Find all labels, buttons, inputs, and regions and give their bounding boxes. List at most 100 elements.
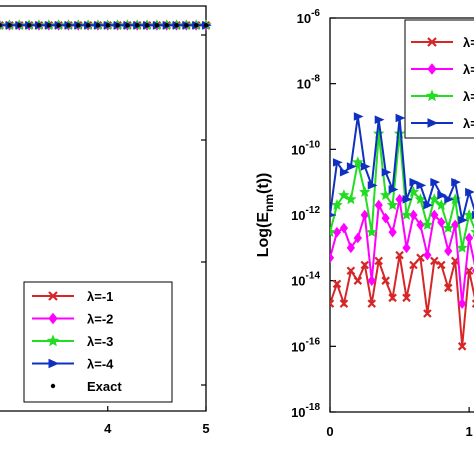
right-data-point — [332, 226, 342, 238]
right-data-point — [442, 222, 455, 233]
right-data-point — [374, 256, 383, 266]
right-data-point — [402, 195, 413, 204]
left-x-tick-label: 5 — [202, 421, 209, 436]
right-legend-marker — [427, 37, 437, 47]
left-legend-marker — [48, 358, 60, 369]
right-data-point — [437, 260, 446, 270]
right-data-point — [331, 199, 343, 211]
right-data-point — [381, 212, 390, 224]
right-data-point — [395, 113, 406, 123]
right-data-point — [416, 253, 425, 262]
left-data-point — [36, 23, 42, 28]
right-data-point — [388, 226, 397, 238]
left-data-point — [135, 23, 140, 28]
left-legend-marker — [46, 334, 60, 347]
left-data-point — [17, 23, 22, 28]
right-legend-box — [404, 19, 474, 139]
right-data-point — [388, 185, 399, 194]
left-legend-label: λ=-4 — [87, 357, 114, 372]
right-data-point — [456, 241, 468, 253]
right-data-point — [353, 276, 363, 285]
left-data-point — [174, 23, 179, 28]
left-data-point — [115, 23, 120, 28]
left-legend-label: λ=-1 — [87, 289, 113, 304]
right-y-tick-label: 10-10 — [291, 139, 320, 157]
right-data-point — [381, 168, 392, 177]
right-series-2 — [330, 127, 474, 253]
left-legend-marker — [50, 383, 56, 389]
right-data-point — [386, 199, 399, 211]
right-data-point — [346, 242, 356, 254]
right-plot-area — [330, 112, 474, 351]
right-data-point — [345, 193, 357, 205]
right-data-point — [330, 226, 336, 238]
right-data-point — [359, 186, 371, 197]
right-data-point — [388, 293, 397, 303]
right-series-0 — [330, 250, 474, 351]
left-data-point — [46, 23, 51, 28]
left-data-point — [193, 23, 199, 28]
right-series-line — [330, 133, 474, 249]
right-legend-marker — [427, 118, 439, 128]
right-data-point — [443, 283, 453, 293]
right-data-point — [437, 190, 448, 200]
right-data-point — [437, 216, 446, 228]
right-legend-label: λ=-2 — [463, 62, 474, 77]
right-y-tick-label: 10-12 — [291, 205, 320, 223]
right-y-tick-label: 10-6 — [297, 8, 321, 26]
left-data-point — [164, 23, 169, 28]
left-legend-label: λ=-2 — [87, 312, 113, 327]
right-plot-panel: 10-6 10-8 10-10 10-12 10-14 10-16 10-18 0 1 Log(E… — [255, 8, 474, 439]
right-data-point — [430, 177, 441, 187]
right-data-point — [346, 266, 356, 276]
right-data-point — [372, 127, 385, 139]
right-data-point — [409, 177, 420, 187]
left-data-point — [154, 23, 160, 28]
left-data-point — [125, 23, 130, 28]
right-data-point — [465, 187, 474, 197]
right-data-point — [470, 230, 474, 238]
right-data-point — [374, 199, 383, 211]
right-data-point — [367, 181, 378, 190]
right-data-point — [400, 208, 413, 220]
left-data-point — [7, 23, 12, 28]
right-data-point — [330, 299, 335, 308]
left-data-point — [76, 23, 81, 28]
left-data-point — [66, 23, 71, 28]
right-data-point — [353, 232, 362, 244]
right-data-point — [339, 299, 349, 308]
left-data-point — [95, 23, 101, 28]
right-data-point — [435, 199, 448, 211]
right-data-point — [457, 342, 467, 351]
right-y-tick-label: 10-14 — [291, 271, 320, 289]
right-data-point — [365, 226, 378, 238]
left-legend-marker — [48, 312, 58, 325]
right-data-point — [395, 194, 404, 205]
right-data-point — [330, 252, 335, 264]
right-data-point — [423, 309, 432, 318]
right-data-point — [402, 293, 411, 303]
right-data-point — [332, 158, 343, 167]
right-data-point — [338, 189, 350, 201]
left-legend-label: λ=-3 — [87, 334, 113, 349]
right-data-point — [430, 256, 439, 266]
right-data-point — [360, 260, 370, 270]
left-data-point — [26, 23, 32, 28]
left-series-4 — [0, 23, 209, 28]
right-data-point — [374, 115, 385, 124]
right-data-point — [464, 232, 474, 244]
left-plot-panel: 4 5 λ=-1 λ=-2 λ=-3 λ=-4 Exact — [0, 5, 212, 436]
left-data-point — [0, 23, 2, 28]
right-data-point — [367, 275, 376, 286]
right-data-point — [360, 209, 369, 221]
right-data-point — [379, 189, 392, 201]
right-x-tick-label: 0 — [326, 424, 333, 439]
right-x-tick-label: 1 — [466, 424, 473, 439]
right-data-point — [330, 212, 336, 218]
right-data-point — [423, 249, 432, 261]
right-data-point — [367, 299, 377, 308]
right-legend-marker — [425, 89, 439, 102]
right-data-point — [352, 156, 364, 168]
left-legend-marker — [48, 291, 58, 301]
